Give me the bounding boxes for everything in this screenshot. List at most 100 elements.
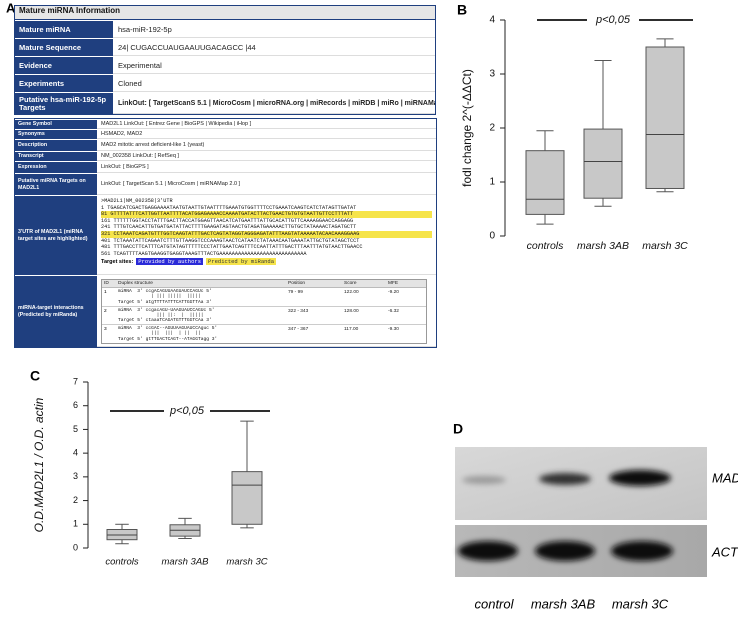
target-sites-label: Target sites: bbox=[101, 259, 134, 266]
panel-label: C bbox=[30, 368, 40, 384]
legend-miranda: Predicted by miRanda bbox=[206, 258, 277, 266]
utr-line: 161 TTTTTTGGTACCTATTTGACTTACCATGGAGTTAAC… bbox=[101, 217, 354, 224]
row-value: Cloned bbox=[113, 75, 435, 92]
row-cell: NM_002358 LinkOut: [ RefSeq ] bbox=[97, 152, 436, 161]
y-tick-label: 2 bbox=[73, 495, 78, 505]
annotation: p<0,05 bbox=[595, 14, 631, 26]
table-row: Mature Sequence 24| CUGACCUAUGAAUUGACAGCC… bbox=[15, 38, 435, 56]
table-title: Mature miRNA Information bbox=[15, 6, 435, 20]
row-cell: ID Duplex structure Position Score MFE 1 miRNA… bbox=[97, 276, 436, 347]
utr-header: >MAD2L1|NM_002358|3'UTR bbox=[101, 198, 173, 204]
interaction-value: 79 - 99 bbox=[288, 290, 303, 295]
row-label: Mature miRNA bbox=[15, 21, 113, 38]
blot-band bbox=[535, 541, 595, 561]
interaction-value: 347 - 367 bbox=[288, 327, 309, 332]
blot-lane-label: control bbox=[474, 596, 514, 611]
blot-lane-label: marsh 3C bbox=[612, 596, 669, 611]
duplex-line: | ||| ||||| ||||| bbox=[118, 294, 201, 300]
table-row: Experiments Cloned bbox=[15, 74, 435, 92]
row-value: MAD2 mitotic arrest deficient-like 1 (ye… bbox=[101, 142, 205, 148]
blot-band bbox=[609, 470, 671, 486]
y-tick-label: 6 bbox=[73, 400, 78, 410]
annotation: p<0,05 bbox=[169, 405, 205, 417]
row-cell: MAD2 mitotic arrest deficient-like 1 (ye… bbox=[97, 140, 436, 151]
column-header: Duplex structure bbox=[118, 281, 153, 286]
column-header: ID bbox=[104, 281, 109, 286]
row-label: Synonyms bbox=[15, 130, 97, 139]
table-row: Expression LinkOut: [ BioGPS ] bbox=[15, 161, 436, 173]
legend-authors: Provided by authors bbox=[136, 258, 204, 266]
row-label: Description bbox=[15, 140, 97, 151]
box bbox=[645, 46, 685, 189]
utr-line: 1 TGAGCATCGACTGAGGAAAATAATGTAATTGTAATTTT… bbox=[101, 204, 357, 211]
table-row: Putative miRNA Targets on MAD2L1 LinkOut:… bbox=[15, 173, 436, 195]
row-label: Gene Symbol bbox=[15, 120, 97, 129]
blot-band bbox=[458, 541, 518, 561]
y-tick-label: 1 bbox=[489, 177, 495, 188]
box bbox=[583, 128, 623, 199]
interaction-id: 2 bbox=[104, 308, 107, 314]
utr-line: 241 TTTGTCAACATTGTGATGATATTACTTTTGAAGATA… bbox=[101, 224, 357, 231]
utr-line: 81 GTTTTATTTCATTGGTTAATTTTACATGGAGAAAACC… bbox=[101, 211, 432, 218]
row-label: miRNA-target interactions (Predicted by … bbox=[15, 276, 97, 347]
utr-line: 401 TCTAAATATTCAGAATCTTTGTTAAGGTCCCAAAGT… bbox=[101, 237, 360, 244]
row-value: 24| CUGACCUAUGAAUUGACAGCC |44 bbox=[113, 39, 435, 56]
x-tick-label: marsh 3AB bbox=[577, 240, 629, 252]
utr-line: 561 TCAGTTTTAAGTGAAGGTGAGGTAAAGTTTACTGAA… bbox=[101, 250, 307, 257]
target-sites: Target sites: Provided by authors Predicte… bbox=[101, 258, 432, 266]
row-label: Putative miRNA Targets on MAD2L1 bbox=[15, 174, 97, 195]
y-tick-label: 2 bbox=[489, 123, 495, 134]
panel-label: B bbox=[457, 2, 467, 18]
duplex: miRNA 3' ccgACAGUUAAGUAUCCAGUc 5' | ||| … bbox=[116, 288, 286, 306]
interaction-row: 2 miRNA 3' ccgacAGU-UAAGUAUCCAGUc 5' ||| … bbox=[102, 307, 426, 325]
row-cell: LinkOut: [ TargetScan 5.1 | MicroCosm | … bbox=[97, 174, 436, 195]
row-label: Experiments bbox=[15, 75, 113, 92]
y-tick-label: 3 bbox=[73, 471, 78, 481]
row-cell: HSMAD2, MAD2 bbox=[97, 130, 436, 139]
interaction-id: 3 bbox=[104, 327, 107, 332]
y-tick-label: 1 bbox=[73, 519, 78, 529]
interaction-value: 128.00 bbox=[344, 308, 359, 314]
table-row: Mature miRNA hsa-miR-192-5p bbox=[15, 20, 435, 38]
row-value: MAD2L1 LinkOut: [ Entrez Gene | BioGPS |… bbox=[101, 121, 252, 127]
y-tick-label: 5 bbox=[73, 424, 78, 434]
table-row: Transcript NM_002358 LinkOut: [ RefSeq ] bbox=[15, 151, 436, 161]
y-axis-label: O.D.MAD2L1 / O.D. actin bbox=[32, 397, 46, 532]
row-value: LinkOut: [ TargetScan 5.1 | MicroCosm | … bbox=[101, 181, 241, 187]
utr-line: 481 TTTGACCTTCATTTCATGTATAGTTTTTCCCTATTG… bbox=[101, 244, 363, 251]
row-label: Expression bbox=[15, 162, 97, 173]
interaction-row: 3 miRNA 3' ccGAC--AGUUAAGUAUCCAguc 5' |||… bbox=[102, 325, 426, 344]
table-row: Evidence Experimental bbox=[15, 56, 435, 74]
interaction-value: 322 - 343 bbox=[288, 308, 309, 314]
table-row: miRNA-target interactions (Predicted by … bbox=[15, 275, 436, 347]
x-tick-label: marsh 3AB bbox=[162, 557, 210, 568]
box bbox=[231, 471, 263, 525]
blot-band bbox=[539, 473, 591, 485]
duplex-line: Target 5' ctaaaTCAGATGTTTGGTCAa 3' bbox=[118, 318, 212, 324]
duplex-line: Target 5' atgTTTTATTTCATTGGTTAa 3' bbox=[118, 299, 212, 305]
table-row: 3'UTR of MAD2L1 (miRNA target sites are … bbox=[15, 195, 436, 275]
utr-line: 321 CCTAAATCAGATGTTTGGTCAAGTATTTGACTCAGT… bbox=[101, 230, 432, 238]
row-value: LinkOut: [ TargetScanS 5.1 | MicroCosm |… bbox=[113, 93, 435, 114]
x-tick-label: controls bbox=[527, 240, 565, 252]
interaction-value: -6.32 bbox=[388, 308, 399, 314]
y-axis-label: fodl change 2^(-ΔΔCt) bbox=[460, 69, 474, 187]
x-tick-label: marsh 3C bbox=[642, 240, 688, 252]
row-label: 3'UTR of MAD2L1 (miRNA target sites are … bbox=[15, 196, 97, 275]
table-row: Gene Symbol MAD2L1 LinkOut: [ Entrez Gene… bbox=[15, 119, 436, 129]
row-label: Mature Sequence bbox=[15, 39, 113, 56]
duplex-line: Target 5' gtTTGACTCAGT--ATAGGTagg 3' bbox=[118, 336, 218, 342]
table-row: Synonyms HSMAD2, MAD2 bbox=[15, 129, 436, 139]
column-header: Position bbox=[288, 281, 306, 286]
blot-band bbox=[611, 541, 673, 561]
interaction-id: 1 bbox=[104, 290, 107, 295]
row-label: Transcript bbox=[15, 152, 97, 161]
y-tick-label: 3 bbox=[489, 69, 495, 80]
column-header: Score bbox=[344, 281, 357, 286]
row-label: Putative hsa-miR-192-5p Targets bbox=[15, 93, 113, 114]
x-tick-label: marsh 3C bbox=[226, 557, 267, 568]
row-value: LinkOut: [ BioGPS ] bbox=[101, 164, 149, 170]
blot-row-label: MAD2L1 bbox=[712, 470, 738, 485]
y-tick-label: 0 bbox=[489, 231, 495, 242]
